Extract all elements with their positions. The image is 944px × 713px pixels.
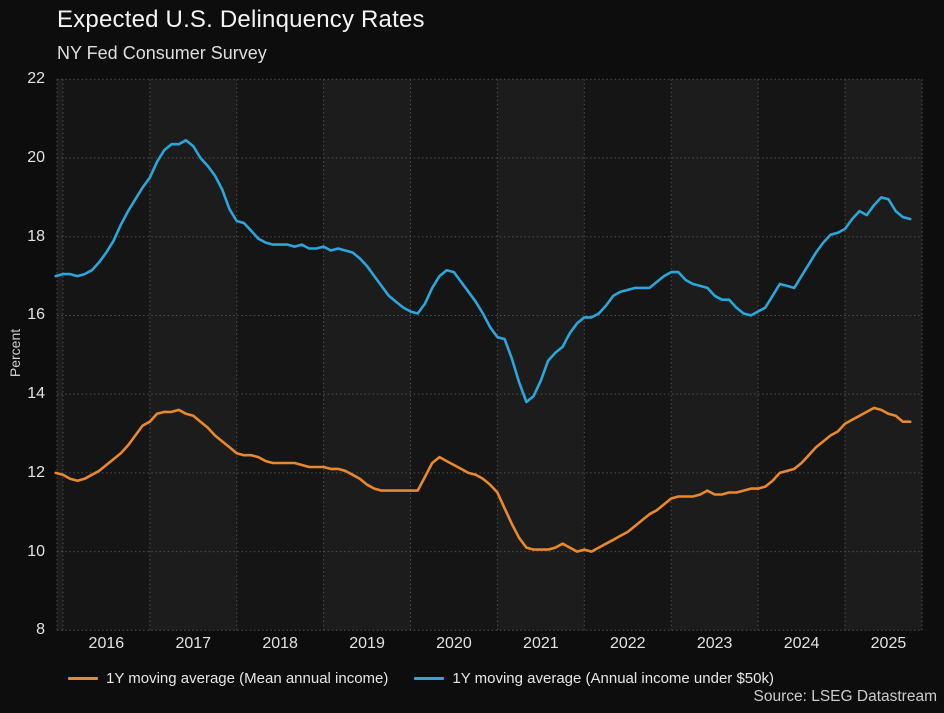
year-band-2020	[410, 79, 498, 631]
legend-swatch-under-50k	[414, 677, 445, 680]
x-tick-label-2024: 2024	[783, 635, 820, 652]
year-band-2019	[323, 79, 411, 631]
y-tick-label-22: 22	[27, 70, 45, 88]
x-tick-label-2016: 2016	[88, 635, 125, 652]
year-band-2025	[845, 79, 922, 631]
legend-label-mean-income: 1Y moving average (Mean annual income)	[106, 670, 389, 687]
y-tick-label-16: 16	[27, 306, 45, 324]
x-tick-label-2023: 2023	[696, 635, 733, 652]
series-line-mean-income	[54, 406, 912, 553]
x-tick-label-2021: 2021	[523, 635, 559, 652]
y-tick-label-18: 18	[27, 227, 45, 245]
y-tick-label-20: 20	[27, 149, 45, 166]
year-band-2015	[57, 79, 63, 631]
year-band-2017	[149, 79, 237, 631]
plot-area	[54, 78, 923, 631]
y-tick-label-12: 12	[27, 463, 45, 481]
legend-label-under-50k: 1Y moving average (Annual income under $…	[452, 670, 774, 687]
y-tick-label-14: 14	[27, 385, 45, 403]
x-tick-label-2022: 2022	[609, 635, 646, 652]
x-tick-label-2025: 2025	[870, 635, 907, 652]
legend-swatch-mean-income	[68, 677, 98, 680]
y-axis-title: Percent	[7, 328, 23, 378]
year-band-2023	[671, 79, 759, 631]
x-tick-label-2018: 2018	[262, 635, 298, 652]
year-band-2018	[236, 79, 324, 631]
x-tick-label-2019: 2019	[349, 635, 385, 652]
year-band-2024	[758, 79, 845, 631]
series-line-under-50k	[54, 139, 912, 404]
chart-title: Expected U.S. Delinquency Rates	[57, 6, 425, 33]
x-tick-label-2020: 2020	[436, 635, 472, 652]
x-tick-label-2017: 2017	[175, 635, 212, 652]
legend-item-mean-income: 1Y moving average (Mean annual income)	[68, 670, 388, 687]
source-credit: Source: LSEG Datastream	[753, 688, 938, 705]
year-band-2022	[584, 79, 672, 631]
y-tick-label-8: 8	[36, 621, 45, 639]
legend: 1Y moving average (Mean annual income) 1…	[68, 670, 774, 687]
legend-item-under-50k: 1Y moving average (Annual income under $…	[414, 670, 774, 687]
y-tick-label-10: 10	[27, 542, 45, 560]
year-band-2016	[62, 79, 150, 631]
chart-subtitle: NY Fed Consumer Survey	[57, 43, 267, 63]
year-band-2021	[497, 79, 585, 631]
